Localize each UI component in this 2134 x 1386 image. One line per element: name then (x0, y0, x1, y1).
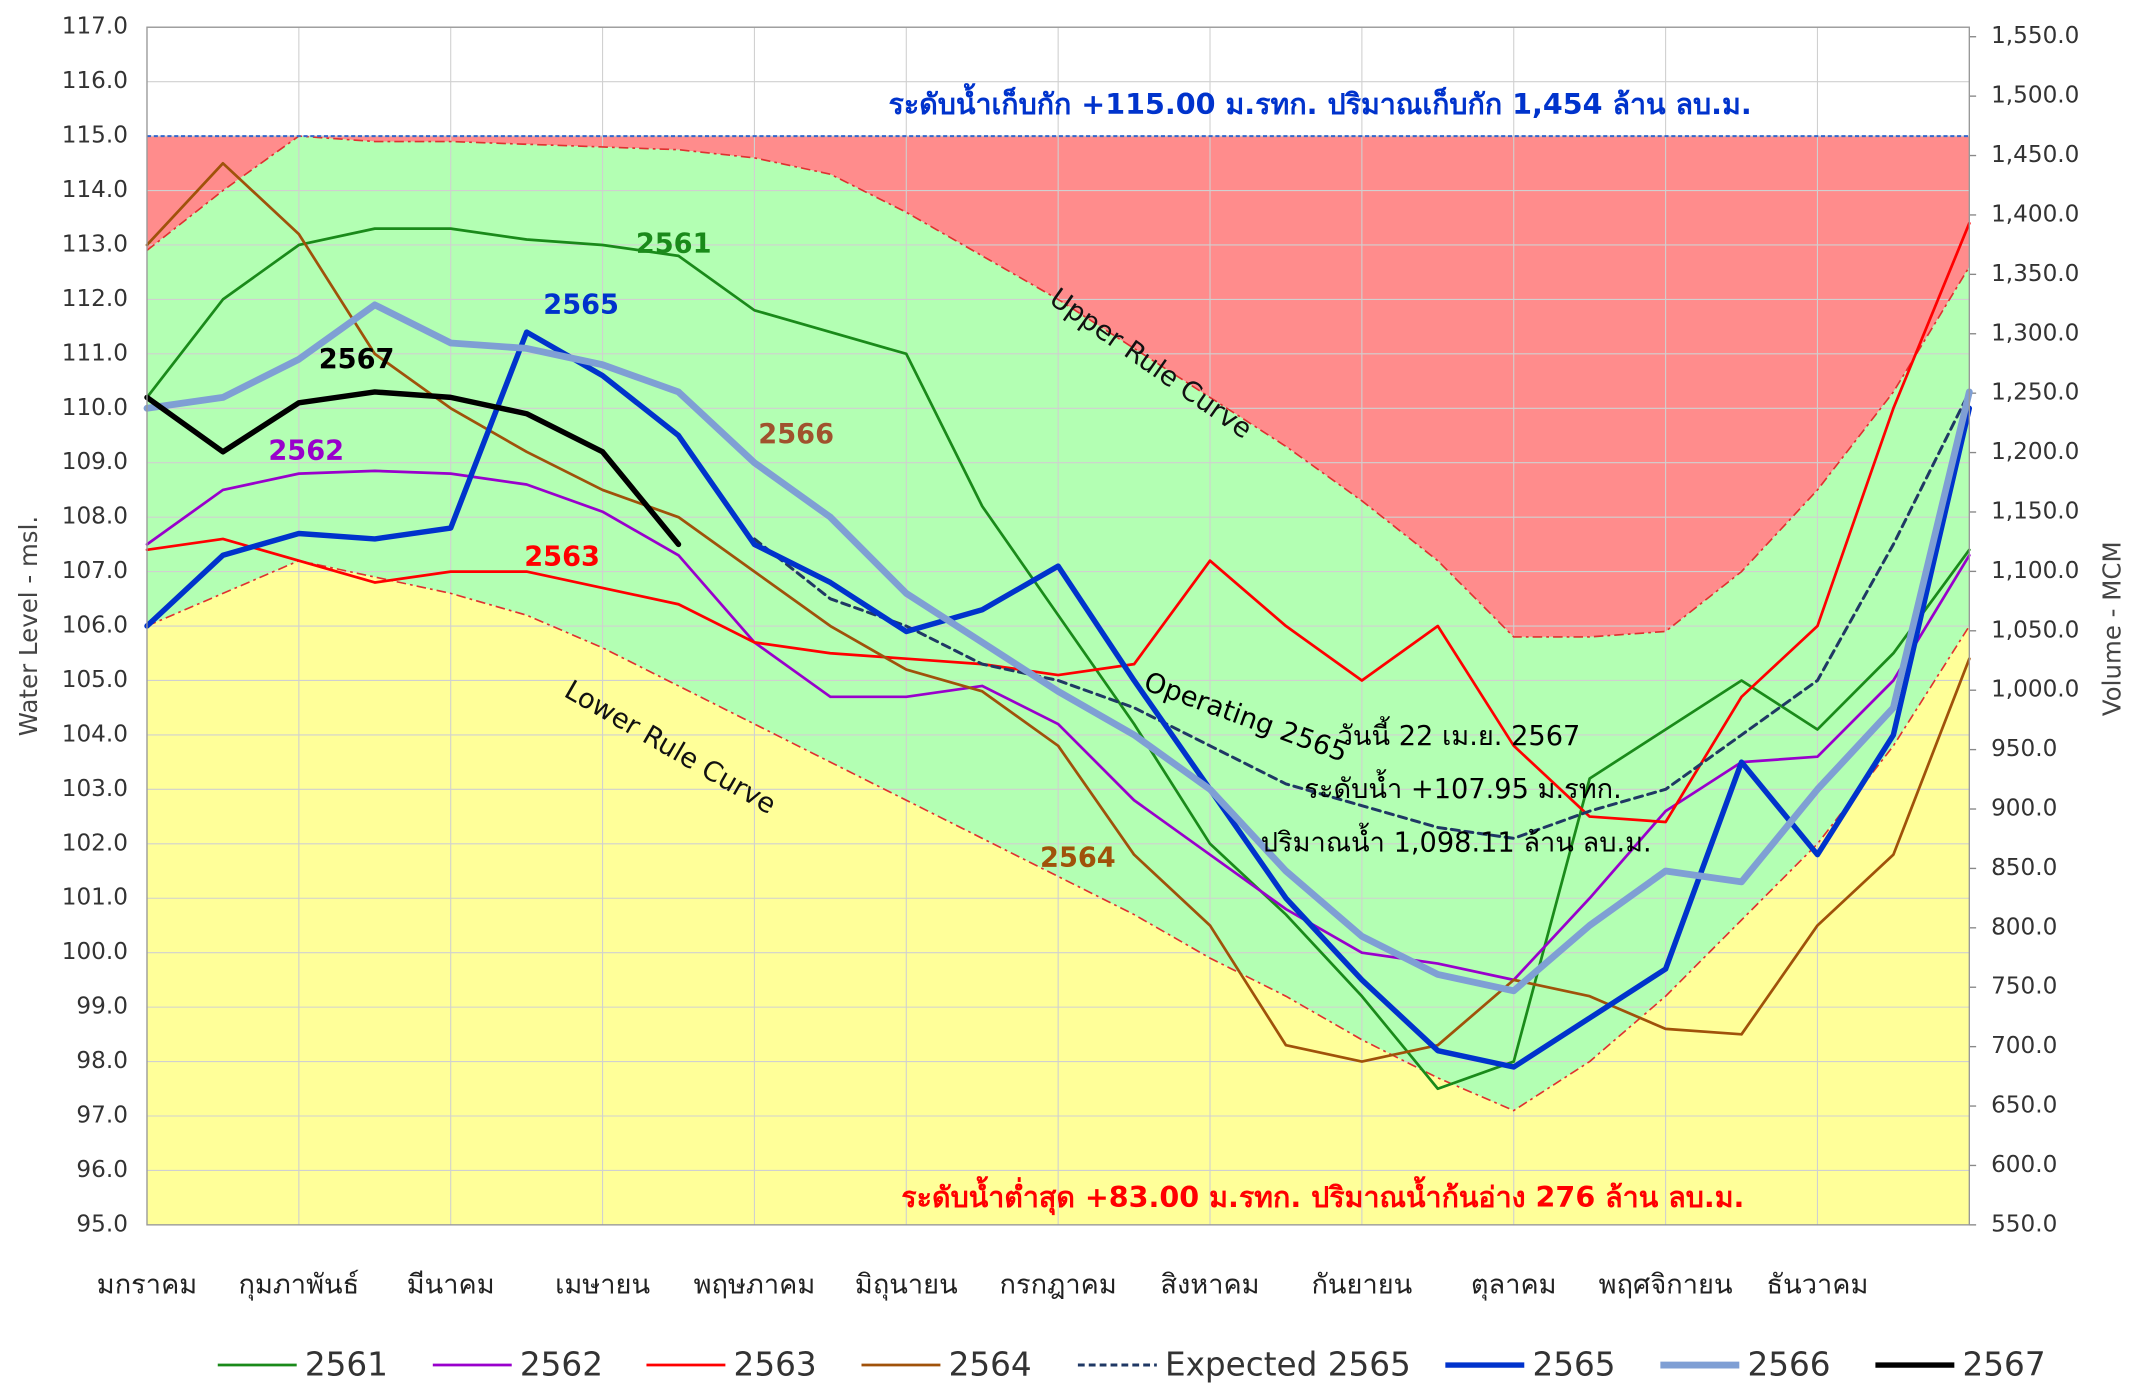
legend-label: 2563 (734, 1345, 817, 1383)
y2-axis-label: Volume - MCM (2098, 541, 2127, 716)
y-tick-label: 111.0 (62, 340, 128, 366)
rule-curve-line (146, 135, 1971, 638)
y2-tick-label: 550.0 (1991, 1211, 2057, 1237)
series-line (145, 161, 1971, 1063)
y-tick-label: 109.0 (62, 449, 128, 475)
series-label: 2563 (524, 541, 600, 572)
y-tick-label: 114.0 (62, 177, 128, 203)
series-line (144, 329, 1973, 1070)
series-label: 2567 (319, 344, 395, 375)
y2-tick-label: 650.0 (1991, 1093, 2057, 1119)
y2-tick-label: 1,000.0 (1991, 677, 2079, 703)
x-tick-label: พฤศจิกายน (1599, 1270, 1733, 1301)
legend-label: Expected 2565 (1165, 1345, 1411, 1383)
y2-tick-label: 1,500.0 (1991, 83, 2079, 109)
y2-tick-label: 950.0 (1991, 736, 2057, 762)
series-label: 2562 (268, 435, 344, 466)
x-tick-label: มีนาคม (407, 1270, 495, 1301)
y2-tick-label: 1,400.0 (1991, 201, 2079, 227)
x-tick-label: มิถุนายน (855, 1270, 958, 1302)
legend-label: 2562 (520, 1345, 603, 1383)
series-line (145, 469, 1971, 982)
y-tick-label: 116.0 (62, 68, 128, 94)
annotation: ปริมาณน้ำ 1,098.11 ล้าน ลบ.ม. (1261, 822, 1652, 858)
series-label: 2561 (636, 228, 712, 259)
y-tick-label: 110.0 (62, 395, 128, 421)
x-tick-label: สิงหาคม (1160, 1270, 1259, 1301)
y2-tick-label: 700.0 (1991, 1033, 2057, 1059)
series-label: 2566 (758, 419, 834, 450)
legend-label: 2561 (305, 1345, 388, 1383)
x-tick-label: เมษายน (555, 1270, 650, 1301)
y2-tick-label: 600.0 (1991, 1152, 2057, 1178)
series-label: 2564 (1040, 842, 1116, 873)
y-tick-label: 95.0 (76, 1211, 128, 1237)
x-tick-label: ธันวาคม (1767, 1270, 1869, 1301)
y2-tick-label: 850.0 (1991, 855, 2057, 881)
series-line (145, 227, 1971, 1091)
y-tick-label: 117.0 (62, 14, 128, 40)
x-tick-label: กันยายน (1311, 1270, 1412, 1301)
y-tick-label: 99.0 (76, 994, 128, 1020)
y-tick-label: 98.0 (76, 1048, 128, 1074)
rule-curve-line (146, 559, 1971, 1112)
y2-tick-label: 1,150.0 (1991, 498, 2079, 524)
series-line (752, 390, 1971, 840)
y2-tick-label: 1,250.0 (1991, 380, 2079, 406)
y-tick-label: 105.0 (62, 667, 128, 693)
annotation: ระดับน้ำเก็บกัก +115.00 ม.รทก. ปริมาณเก็… (889, 83, 1752, 121)
y-tick-label: 96.0 (76, 1157, 128, 1183)
y2-tick-label: 1,350.0 (1991, 261, 2079, 287)
y2-tick-label: 900.0 (1991, 796, 2057, 822)
annotation: วันนี้ 22 เม.ย. 2567 (1338, 716, 1581, 752)
x-tick-label: ตุลาคม (1471, 1270, 1557, 1302)
legend-label: 2566 (1747, 1345, 1830, 1383)
y-tick-label: 103.0 (62, 776, 128, 802)
y-tick-label: 100.0 (62, 939, 128, 965)
plot-border (146, 26, 1970, 1226)
y2-tick-label: 1,550.0 (1991, 23, 2079, 49)
y2-tick-label: 1,050.0 (1991, 617, 2079, 643)
y2-tick-label: 1,200.0 (1991, 439, 2079, 465)
y-tick-label: 113.0 (62, 231, 128, 257)
y-tick-label: 112.0 (62, 286, 128, 312)
x-tick-label: กรกฎาคม (1000, 1270, 1117, 1301)
y-axis-label: Water Level - msl. (14, 516, 43, 736)
series-label: 2565 (543, 290, 619, 321)
legend-label: 2565 (1532, 1345, 1615, 1383)
y2-tick-label: 1,450.0 (1991, 142, 2079, 168)
series-line (145, 221, 1971, 824)
legend-label: 2564 (949, 1345, 1032, 1383)
x-tick-label: มกราคม (97, 1270, 197, 1301)
y2-tick-label: 1,100.0 (1991, 558, 2079, 584)
y-tick-label: 115.0 (62, 123, 128, 149)
y2-tick-label: 1,300.0 (1991, 320, 2079, 346)
y-tick-label: 102.0 (62, 830, 128, 856)
y-tick-label: 107.0 (62, 558, 128, 584)
annotation: ระดับน้ำ +107.95 ม.รทก. (1304, 769, 1622, 805)
y-tick-label: 104.0 (62, 721, 128, 747)
y2-tick-label: 800.0 (1991, 914, 2057, 940)
y2-tick-label: 750.0 (1991, 974, 2057, 1000)
y-tick-label: 97.0 (76, 1102, 128, 1128)
x-tick-label: พฤษภาคม (694, 1270, 816, 1301)
annotation: ระดับน้ำต่ำสุด +83.00 ม.รทก. ปริมาณน้ำก้… (901, 1176, 1744, 1215)
y-tick-label: 101.0 (62, 885, 128, 911)
y-tick-label: 108.0 (62, 504, 128, 530)
series-line (143, 301, 1973, 995)
legend-label: 2567 (1963, 1345, 2046, 1383)
y-tick-label: 106.0 (62, 613, 128, 639)
x-tick-label: กุมภาพันธ์ (238, 1269, 359, 1302)
series-line (144, 389, 682, 548)
